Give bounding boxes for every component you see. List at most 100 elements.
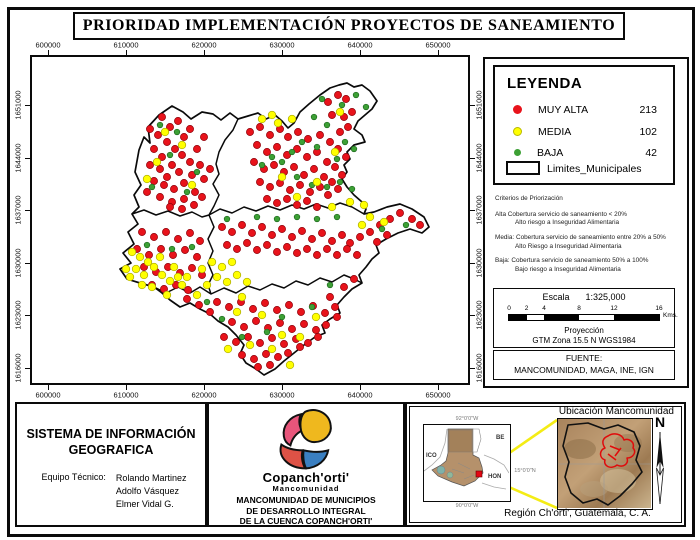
point-muy_alta [323, 245, 331, 253]
point-muy_alta [296, 343, 304, 351]
point-muy_alta [254, 363, 262, 371]
axis-tick [25, 104, 30, 106]
point-muy_alta [156, 193, 164, 201]
point-muy_alta [328, 237, 336, 245]
page-title: PRIORIDAD IMPLEMENTACIÓN PROYECTOS DE SA… [82, 17, 616, 34]
y-axis-label-left: 1637000 [13, 195, 23, 225]
x-axis-label-bottom: 630000 [269, 390, 295, 400]
point-muy_alta [297, 308, 305, 316]
point-muy_alta [288, 233, 296, 241]
point-baja [273, 215, 281, 223]
point-muy_alta [191, 188, 199, 196]
point-muy_alta [250, 158, 258, 166]
point-media [152, 157, 162, 167]
point-baja [341, 138, 349, 146]
source-value: MANCOMUNIDAD, MAGA, INE, IGN [514, 364, 654, 375]
point-muy_alta [344, 123, 352, 131]
point-media [285, 360, 295, 370]
point-muy_alta [158, 153, 166, 161]
axis-tick [470, 367, 475, 369]
axis-tick [359, 50, 361, 55]
point-muy_alta [171, 145, 179, 153]
point-media [357, 220, 367, 230]
mexico-border-line [423, 428, 448, 472]
point-media [139, 270, 149, 280]
main-map-frame [30, 55, 470, 385]
point-muy_alta [328, 111, 336, 119]
copanchorti-logo [279, 409, 332, 470]
x-axis-label-top: 610000 [113, 40, 139, 50]
scale-tick: 12 [610, 305, 618, 312]
point-muy_alta [303, 245, 311, 253]
point-muy_alta [316, 131, 324, 139]
point-media [287, 114, 297, 124]
municipal-boundary-internal [131, 118, 365, 295]
point-muy_alta [243, 239, 251, 247]
chorti-region-marker [475, 470, 483, 478]
point-muy_alta [278, 225, 286, 233]
scale-row: Escala 1:325,000 [494, 292, 674, 302]
department-boundary [562, 422, 643, 506]
logo-pink-crescent [282, 412, 304, 447]
point-muy_alta [320, 173, 328, 181]
point-baja [348, 185, 356, 193]
point-media [147, 282, 157, 292]
team-label: Equipo Técnico: [41, 472, 106, 482]
point-media [277, 330, 287, 340]
point-muy_alta [268, 334, 276, 342]
point-media [327, 202, 337, 212]
point-muy_alta [195, 301, 203, 309]
point-muy_alta [416, 221, 424, 229]
point-baja [166, 151, 174, 159]
point-muy_alta [170, 185, 178, 193]
point-muy_alta [300, 171, 308, 179]
point-baja [183, 188, 191, 196]
point-media [292, 192, 302, 202]
axis-tick [25, 209, 30, 211]
scale-label: Escala [542, 292, 570, 302]
point-muy_alta [310, 165, 318, 173]
legend-item-label: BAJA [537, 146, 564, 159]
legend-item-baja: BAJA 42 [509, 146, 663, 159]
point-muy_alta [285, 301, 293, 309]
point-media [232, 307, 242, 317]
point-baja [263, 328, 271, 336]
point-media [127, 247, 137, 257]
point-muy_alta [294, 128, 302, 136]
point-muy_alta [188, 264, 196, 272]
point-muy_alta [163, 173, 171, 181]
point-baja [378, 225, 386, 233]
point-media [217, 262, 227, 272]
point-muy_alta [250, 355, 258, 363]
point-muy_alta [193, 145, 201, 153]
main-map-area: 600000 600000 610000 610000 620000 620000 6300… [13, 40, 484, 400]
x-axis-label-top: 650000 [425, 40, 451, 50]
point-muy_alta [290, 163, 298, 171]
point-muy_alta [366, 228, 374, 236]
point-muy_alta [312, 326, 320, 334]
legend-item-label: MUY ALTA [538, 103, 589, 116]
point-muy_alta [178, 151, 186, 159]
point-muy_alta [331, 163, 339, 171]
municipal-limits-icon [506, 161, 540, 175]
point-muy_alta [184, 286, 192, 294]
point-muy_alta [340, 283, 348, 291]
point-muy_alta [258, 223, 266, 231]
technical-team: Equipo Técnico: Rolando Martinez Adolfo … [27, 472, 201, 511]
point-media [242, 277, 252, 287]
point-muy_alta [266, 183, 274, 191]
point-baja [168, 245, 176, 253]
logo-red-bowl [279, 442, 307, 470]
legend-item-label: MEDIA [538, 125, 572, 138]
western-departments [446, 471, 454, 479]
point-muy_alta [150, 145, 158, 153]
point-baja [298, 138, 306, 146]
point-muy_alta [225, 303, 233, 311]
point-muy_alta [336, 128, 344, 136]
point-baja [258, 161, 266, 169]
point-muy_alta [273, 248, 281, 256]
logo-yellow-egg [299, 409, 332, 444]
point-media [131, 264, 141, 274]
point-muy_alta [253, 246, 261, 254]
point-muy_alta [373, 238, 381, 246]
